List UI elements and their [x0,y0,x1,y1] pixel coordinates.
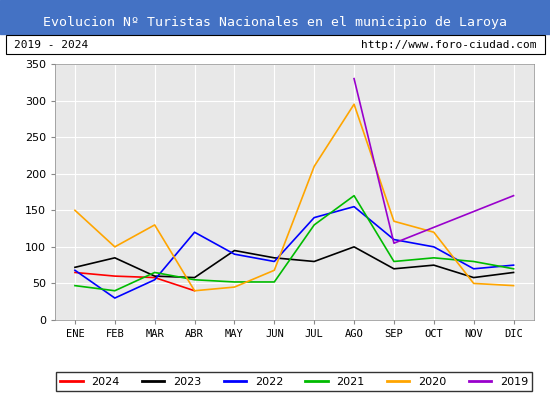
2023 [72,265,78,270]
Line: 2023: 2023 [75,247,514,278]
2020 [191,288,198,293]
Text: http://www.foro-ciudad.com: http://www.foro-ciudad.com [361,40,536,50]
Line: 2020: 2020 [75,104,514,291]
Line: 2024: 2024 [75,272,195,291]
2021 [311,222,317,227]
2020 [72,208,78,213]
2022 [390,237,397,242]
Line: 2021: 2021 [75,196,514,291]
2023 [351,244,358,249]
2024 [72,270,78,275]
2021 [510,266,517,271]
2022 [470,266,477,271]
2023 [431,263,437,268]
2021 [72,283,78,288]
2022 [112,296,118,300]
2020 [311,164,317,169]
2022 [311,215,317,220]
Legend: 2024, 2023, 2022, 2021, 2020, 2019: 2024, 2023, 2022, 2021, 2020, 2019 [56,372,532,391]
2021 [470,259,477,264]
2020 [231,285,238,290]
2020 [431,230,437,235]
2020 [510,283,517,288]
2019 [351,76,358,81]
Text: 2019 - 2024: 2019 - 2024 [14,40,88,50]
2023 [271,256,278,260]
Line: 2022: 2022 [75,207,514,298]
2021 [351,193,358,198]
2020 [351,102,358,107]
2021 [231,280,238,284]
2023 [470,275,477,280]
2020 [271,268,278,273]
2022 [151,277,158,282]
2023 [510,270,517,275]
2024 [112,274,118,278]
2020 [470,281,477,286]
2020 [112,244,118,249]
2021 [112,288,118,293]
2022 [271,259,278,264]
2022 [510,263,517,268]
2021 [191,277,198,282]
2022 [191,230,198,235]
2022 [431,244,437,249]
2019 [510,193,517,198]
2023 [390,266,397,271]
2021 [271,280,278,284]
2023 [231,248,238,253]
2020 [151,222,158,227]
2019 [390,241,397,246]
2022 [72,268,78,273]
2023 [311,259,317,264]
2022 [351,204,358,209]
2021 [390,259,397,264]
2023 [112,256,118,260]
2021 [151,270,158,275]
2021 [431,256,437,260]
Line: 2019: 2019 [354,79,514,243]
2023 [191,275,198,280]
2020 [390,219,397,224]
2024 [191,288,198,293]
2024 [151,275,158,280]
2022 [231,252,238,256]
Text: Evolucion Nº Turistas Nacionales en el municipio de Laroya: Evolucion Nº Turistas Nacionales en el m… [43,16,507,29]
2023 [151,274,158,278]
